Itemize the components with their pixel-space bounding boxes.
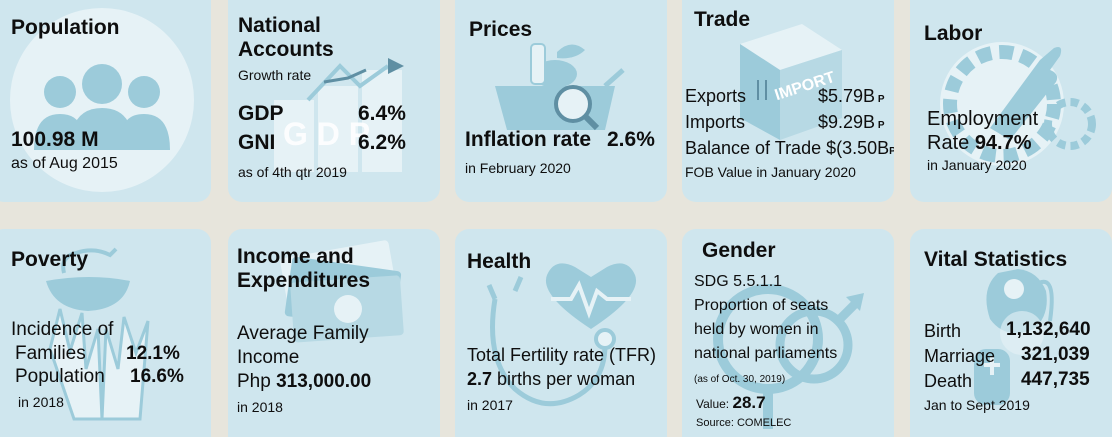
gdp-label: GDP (238, 102, 284, 125)
growth-rate-label: Growth rate (238, 67, 312, 83)
gender-card: Gender SDG 5.5.1.1 Proportion of seats h… (682, 229, 894, 437)
population-poverty-value: 16.6% (130, 366, 184, 387)
prices-note: in February 2020 (465, 160, 571, 176)
balance-value: $(3.50B (826, 138, 890, 158)
gear-wrench-icon (940, 42, 1096, 166)
vital-note: Jan to Sept 2019 (924, 397, 1030, 413)
population-note: as of Aug 2015 (11, 155, 118, 172)
poverty-title: Poverty (11, 248, 89, 271)
vital-statistics-card: Vital Statistics Birth 1,132,640 Marriag… (910, 229, 1112, 437)
tfr-value: 2.7 (467, 369, 493, 389)
exports-value: $5.79B (818, 86, 876, 106)
balance-label: Balance of Trade (685, 138, 822, 158)
income-title-line2: Expenditures (237, 269, 371, 292)
population-value: 100.98 M (11, 128, 99, 151)
gender-title: Gender (702, 239, 776, 262)
birth-label: Birth (924, 321, 962, 341)
tfr-suffix: births per woman (497, 369, 636, 389)
money-bills-icon (280, 240, 404, 343)
families-label: Families (15, 343, 86, 364)
marriage-label: Marriage (924, 346, 996, 366)
bowl-hands-icon (46, 247, 150, 421)
average-family-label: Average Family (237, 323, 369, 344)
prices-title: Prices (469, 18, 533, 41)
labor-note: in January 2020 (927, 157, 1027, 173)
national-accounts-title-line1: National (238, 14, 321, 37)
gender-value: 28.7 (732, 393, 766, 412)
trade-note: FOB Value in January 2020 (685, 164, 856, 180)
income-title-line1: Income and (237, 245, 354, 268)
gni-value: 6.2% (358, 131, 406, 154)
employment-value: 94.7% (974, 132, 1032, 154)
income-note: in 2018 (237, 399, 283, 415)
national-accounts-title-line2: Accounts (238, 38, 334, 61)
growth-chart-icon (274, 58, 404, 172)
health-note: in 2017 (467, 397, 513, 413)
sdg-code: SDG 5.5.1.1 (694, 273, 783, 290)
inflation-label: Inflation rate (465, 128, 592, 151)
gdp-art-letters: G D P (283, 116, 371, 152)
income-card: Income and Expenditures Average Family I… (228, 229, 440, 437)
gdp-value: 6.4% (358, 102, 406, 125)
health-title: Health (467, 250, 532, 273)
rate-label: Rate (927, 132, 970, 154)
incidence-label: Incidence of (11, 319, 114, 340)
trade-title: Trade (694, 8, 751, 31)
labor-title: Labor (924, 22, 983, 45)
tfr-label: Total Fertility rate (TFR) (467, 345, 657, 365)
employment-label: Employment (927, 108, 1039, 130)
trade-card: IMPORT Trade Exports $5.79B P Imports $9… (682, 0, 894, 202)
gender-asof: (as of Oct. 30, 2019) (694, 374, 786, 385)
gender-line3: held by women in (694, 321, 819, 338)
imports-label: Imports (685, 112, 746, 132)
gni-label: GNI (238, 131, 276, 154)
import-crate-icon (740, 24, 842, 140)
gender-symbol-icon (713, 284, 864, 429)
poverty-card: Poverty Incidence of Families 12.1% Popu… (0, 229, 211, 437)
death-value: 447,735 (1021, 369, 1090, 390)
imports-flag: P (877, 120, 885, 131)
heart-stethoscope-icon (486, 263, 637, 407)
income-value: 313,000.00 (276, 371, 372, 392)
prices-card: Prices Inflation rate 2.6% in February 2… (455, 0, 667, 202)
balance-flag: P (889, 146, 894, 157)
gender-line4: national parliaments (694, 345, 838, 362)
marriage-value: 321,039 (1021, 344, 1090, 365)
national-accounts-note: as of 4th qtr 2019 (238, 164, 347, 180)
income-label: Income (237, 347, 300, 368)
php-prefix: Php (237, 371, 271, 392)
gender-value-label: Value: (696, 397, 730, 411)
families-value: 12.1% (126, 343, 180, 364)
population-poverty-label: Population (15, 366, 105, 387)
baby-tombstone-icon (974, 269, 1054, 405)
population-card: Population 100.98 M as of Aug 2015 (0, 0, 211, 202)
poverty-note: in 2018 (18, 394, 64, 410)
exports-flag: P (877, 94, 885, 105)
death-label: Death (924, 371, 973, 391)
gender-line2: Proportion of seats (694, 297, 829, 314)
health-card: Health Total Fertility rate (TFR) 2.7 bi… (455, 229, 667, 437)
national-accounts-card: G D P National Accounts Growth rate GDP … (228, 0, 440, 202)
birth-value: 1,132,640 (1006, 319, 1091, 340)
vital-statistics-title: Vital Statistics (924, 248, 1068, 271)
shopping-basket-icon (495, 43, 625, 131)
people-icon (10, 8, 194, 192)
labor-card: Labor Employment Rate 94.7% in January 2… (910, 0, 1112, 202)
exports-label: Exports (685, 86, 747, 106)
inflation-value: 2.6% (607, 128, 655, 151)
population-title: Population (11, 16, 120, 39)
imports-value: $9.29B (818, 112, 876, 132)
gender-source: Source: COMELEC (696, 417, 792, 429)
